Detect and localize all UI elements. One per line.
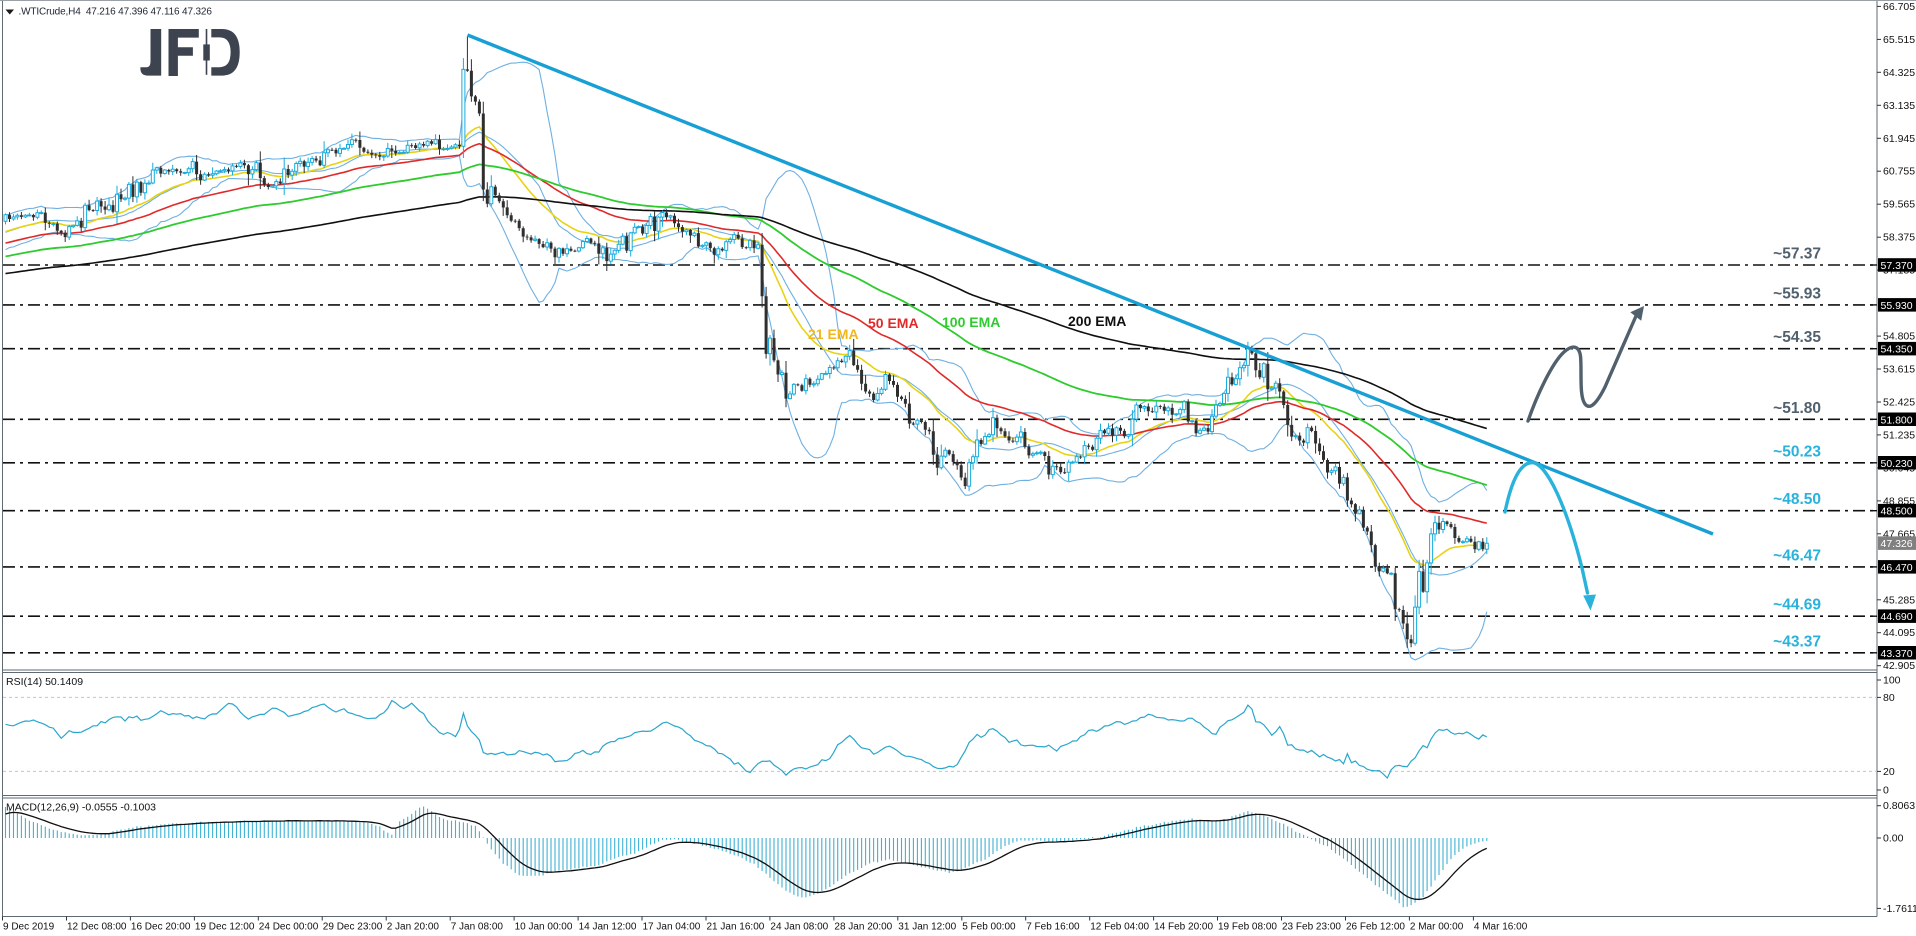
svg-text:5 Feb 00:00: 5 Feb 00:00 [962,922,1016,933]
svg-text:42.905: 42.905 [1883,660,1915,672]
svg-text:4 Mar 16:00: 4 Mar 16:00 [1474,922,1528,933]
svg-text:~51.80: ~51.80 [1773,400,1821,417]
svg-text:7 Jan 08:00: 7 Jan 08:00 [451,922,504,933]
svg-text:46.470: 46.470 [1881,562,1913,574]
svg-text:2 Jan 20:00: 2 Jan 20:00 [387,922,440,933]
svg-text:0.8063: 0.8063 [1883,800,1915,812]
svg-text:54.805: 54.805 [1883,331,1915,343]
svg-text:7 Feb 16:00: 7 Feb 16:00 [1026,922,1080,933]
svg-text:51.800: 51.800 [1881,414,1913,426]
svg-text:17 Jan 04:00: 17 Jan 04:00 [643,922,701,933]
svg-text:50 EMA: 50 EMA [868,315,919,331]
svg-text:0: 0 [1883,785,1889,797]
svg-text:45.285: 45.285 [1883,594,1915,606]
svg-text:47.326: 47.326 [1881,538,1913,550]
svg-text:24 Jan 08:00: 24 Jan 08:00 [770,922,828,933]
svg-text:~57.37: ~57.37 [1773,246,1821,263]
svg-text:14 Jan 12:00: 14 Jan 12:00 [579,922,637,933]
svg-text:~54.35: ~54.35 [1773,329,1821,346]
svg-text:31 Jan 12:00: 31 Jan 12:00 [898,922,956,933]
svg-text:60.755: 60.755 [1883,166,1915,178]
svg-text:29 Dec 23:00: 29 Dec 23:00 [323,922,383,933]
svg-text:-1.7611: -1.7611 [1883,903,1916,915]
svg-text:~43.37: ~43.37 [1773,633,1821,650]
svg-text:19 Dec 12:00: 19 Dec 12:00 [195,922,255,933]
svg-text:100 EMA: 100 EMA [942,314,1000,330]
svg-text:64.325: 64.325 [1883,67,1915,79]
svg-text:9 Dec 2019: 9 Dec 2019 [3,922,55,933]
svg-text:28 Jan 20:00: 28 Jan 20:00 [834,922,892,933]
svg-text:54.350: 54.350 [1881,344,1913,356]
svg-text:44.095: 44.095 [1883,627,1915,639]
svg-text:16 Dec 20:00: 16 Dec 20:00 [131,922,191,933]
svg-text:12 Dec 08:00: 12 Dec 08:00 [67,922,127,933]
svg-text:52.425: 52.425 [1883,397,1915,409]
svg-text:50.230: 50.230 [1881,458,1913,470]
svg-text:24 Dec 00:00: 24 Dec 00:00 [259,922,319,933]
svg-text:12 Feb 04:00: 12 Feb 04:00 [1090,922,1149,933]
svg-text:~55.93: ~55.93 [1773,285,1821,302]
svg-text:80: 80 [1883,692,1895,704]
svg-text:53.615: 53.615 [1883,364,1915,376]
svg-text:59.565: 59.565 [1883,199,1915,211]
svg-text:100: 100 [1883,675,1901,687]
svg-text:51.235: 51.235 [1883,429,1915,441]
svg-text:26 Feb 12:00: 26 Feb 12:00 [1346,922,1405,933]
svg-text:10 Jan 00:00: 10 Jan 00:00 [515,922,573,933]
svg-text:44.690: 44.690 [1881,611,1913,623]
svg-text:~44.69: ~44.69 [1773,597,1821,614]
svg-text:.WTICrude,H4 47.216 47.396 47: .WTICrude,H4 47.216 47.396 47.116 47.326 [19,7,213,18]
svg-text:~46.47: ~46.47 [1773,547,1821,564]
svg-text:58.375: 58.375 [1883,232,1915,244]
svg-text:0.00: 0.00 [1883,833,1904,845]
svg-text:66.705: 66.705 [1883,1,1915,13]
svg-text:65.515: 65.515 [1883,34,1915,46]
svg-text:43.370: 43.370 [1881,648,1913,660]
svg-text:23 Feb 23:00: 23 Feb 23:00 [1282,922,1341,933]
svg-text:2 Mar 00:00: 2 Mar 00:00 [1410,922,1464,933]
svg-text:61.945: 61.945 [1883,133,1915,145]
svg-text:20: 20 [1883,766,1895,778]
svg-text:55.930: 55.930 [1881,300,1913,312]
svg-text:~50.23: ~50.23 [1773,443,1821,460]
svg-text:57.370: 57.370 [1881,260,1913,272]
svg-text:48.500: 48.500 [1881,506,1913,518]
svg-text:RSI(14) 50.1409: RSI(14) 50.1409 [6,676,83,688]
svg-text:200 EMA: 200 EMA [1068,313,1126,329]
svg-text:MACD(12,26,9) -0.0555 -0.1003: MACD(12,26,9) -0.0555 -0.1003 [6,802,156,814]
svg-text:21 Jan 16:00: 21 Jan 16:00 [707,922,765,933]
svg-text:19 Feb 08:00: 19 Feb 08:00 [1218,922,1277,933]
svg-text:21 EMA: 21 EMA [808,326,859,342]
svg-text:14 Feb 20:00: 14 Feb 20:00 [1154,922,1213,933]
svg-text:~48.50: ~48.50 [1773,491,1821,508]
svg-text:63.135: 63.135 [1883,100,1915,112]
